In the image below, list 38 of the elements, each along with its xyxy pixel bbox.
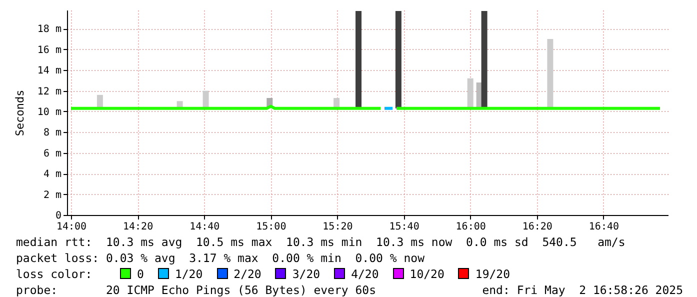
text: probe: 20 ICMP Echo Pings (56 Bytes) every 60s [16, 282, 376, 297]
bar [356, 11, 362, 108]
x-tick-label: 16:40 [588, 222, 619, 232]
bar [202, 90, 209, 108]
bar [395, 11, 402, 108]
x-tick-label: 15:40 [389, 222, 420, 232]
x-tick-label: 16:20 [522, 222, 552, 232]
y-tick-label: 12 m [37, 86, 62, 98]
y-tick-label: 18 m [37, 24, 62, 36]
x-tick-label: 15:00 [256, 222, 286, 232]
y-axis-title: Seconds [13, 90, 26, 136]
legend-label: 4/20 [351, 267, 379, 281]
x-tick-label: 15:20 [322, 222, 353, 232]
y-tick-label: 0 [55, 210, 62, 222]
text: end: Fri May 2 16:58:26 2025 [482, 282, 683, 297]
legend-label: 1/20 [174, 267, 203, 281]
y-tick-label: 14 m [37, 66, 62, 77]
x-tick-label: 14:40 [190, 222, 220, 232]
y-tick-label: 2 m [43, 190, 62, 201]
y-tick-label: 6 m [43, 148, 62, 160]
legend-label: 2/20 [234, 267, 262, 281]
legend-label: 0 [137, 267, 144, 281]
x-tick-label: 14:20 [122, 222, 154, 232]
bar [481, 11, 488, 108]
legend-label: 3/20 [292, 267, 320, 281]
text: median rtt: 10.3 ms avg 10.5 ms max 10.3 ms min 10.3 ms now 0.0 ms sd 540.5 am/s [15, 234, 626, 250]
y-tick-label: 10 m [37, 106, 62, 118]
legend-label: 10/20 [410, 267, 444, 281]
y-tick-label: 16 m [37, 44, 62, 56]
y-tick-label: 4 m [43, 169, 62, 180]
x-tick-label: 14:00 [56, 222, 87, 232]
legend-label: 19/20 [475, 267, 510, 281]
y-tick-label: 8 m [43, 128, 62, 139]
x-tick-label: 16:00 [456, 222, 486, 232]
bar [467, 78, 474, 108]
bar [547, 38, 554, 108]
text: packet loss: 0.03 % avg 3.17 % max 0.00 % min 0.00 % now [15, 250, 426, 266]
legend-title: loss color: [16, 267, 94, 281]
